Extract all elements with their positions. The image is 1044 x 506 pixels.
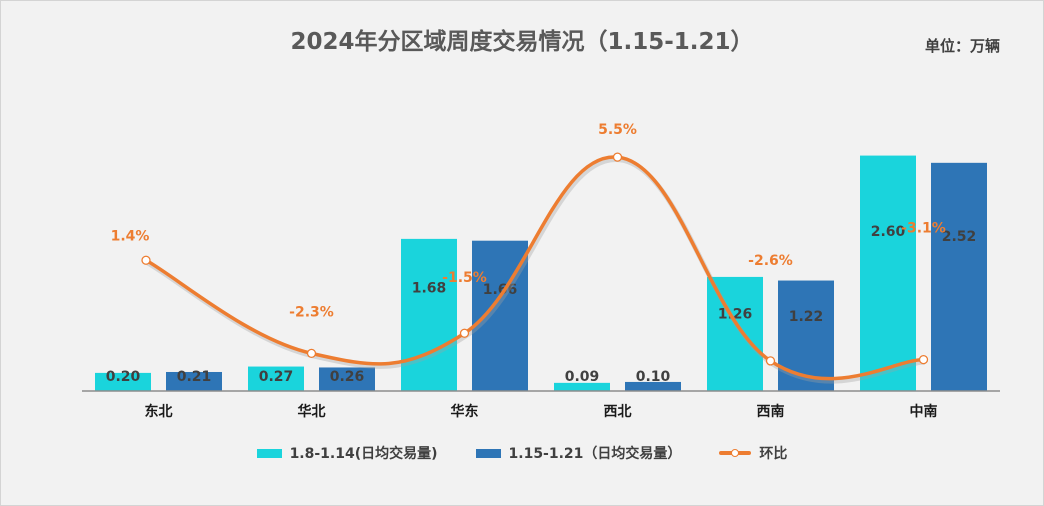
legend-swatch-series-2 — [475, 448, 501, 458]
mom-point-中南 — [918, 354, 929, 365]
bar-series-1-中南 — [860, 155, 916, 391]
bar-series-2-东北 — [166, 371, 222, 391]
data-label-series-2-东北: 0.21 — [177, 369, 212, 385]
legend-label-series-1: 1.8-1.14(日均交易量) — [289, 446, 438, 462]
bar-series-2-西北 — [625, 381, 681, 391]
data-label-series-1-华北: 0.27 — [259, 369, 294, 385]
x-tick-中南: 中南 — [910, 403, 938, 420]
mom-point-东北 — [141, 255, 151, 265]
data-label-series-2-西北: 0.10 — [636, 369, 671, 385]
x-tick-西北: 西北 — [604, 404, 632, 420]
bar-series-2-西南 — [778, 280, 834, 391]
bar-series-2-华北 — [319, 367, 375, 391]
mom-point-西南 — [765, 356, 776, 366]
x-tick-华北: 华北 — [298, 403, 326, 420]
mom-line — [144, 155, 926, 381]
data-label-series-1-华东: 1.68 — [412, 281, 447, 297]
mom-label-西南: -2.6% — [748, 253, 793, 269]
x-tick-西南: 西南 — [757, 403, 785, 420]
mom-label-西北: 5.5% — [598, 122, 637, 138]
data-label-series-1-东北: 0.20 — [106, 369, 141, 385]
mom-point-西北 — [612, 152, 623, 162]
legend-label-series-2: 1.15-1.21（日均交易量） — [508, 446, 682, 462]
x-tick-华东: 华东 — [451, 403, 479, 420]
legend-label-mom: 环比 — [759, 446, 788, 462]
mom-label-中南: -3.1% — [901, 221, 946, 237]
x-tick-东北: 东北 — [145, 403, 173, 420]
mom-label-华东: -1.5% — [442, 270, 487, 286]
bar-series-1-东北 — [95, 372, 151, 391]
bar-series-1-华北 — [248, 366, 304, 391]
bar-series-1-西北 — [554, 382, 610, 391]
data-label-series-2-中南: 2.52 — [942, 229, 977, 245]
legend-item-mom[interactable]: 环比 — [719, 443, 787, 463]
legend-swatch-mom-line — [719, 448, 752, 458]
legend: 1.8-1.14(日均交易量) 1.15-1.21（日均交易量） 环比 — [0, 443, 1044, 463]
mom-point-华东 — [459, 328, 470, 338]
chart-title: 2024年分区域周度交易情况（1.15-1.21） — [290, 29, 754, 55]
legend-item-series-2[interactable]: 1.15-1.21（日均交易量） — [475, 443, 682, 463]
data-label-series-2-西南: 1.22 — [789, 309, 824, 325]
mom-point-华北 — [306, 348, 317, 359]
mom-label-华北: -2.3% — [289, 304, 334, 320]
bar-series-2-中南 — [931, 162, 987, 391]
bar-series-1-西南 — [707, 276, 763, 391]
data-label-series-1-中南: 2.60 — [871, 224, 906, 240]
legend-swatch-series-1 — [256, 448, 282, 458]
bar-series-1-华东 — [401, 238, 457, 391]
legend-item-series-1[interactable]: 1.8-1.14(日均交易量) — [256, 443, 438, 463]
data-label-series-1-西北: 0.09 — [565, 369, 600, 385]
mom-label-东北: 1.4% — [111, 228, 150, 244]
unit-label: 单位：万辆 — [924, 37, 1000, 55]
data-label-series-2-华北: 0.26 — [330, 369, 365, 385]
